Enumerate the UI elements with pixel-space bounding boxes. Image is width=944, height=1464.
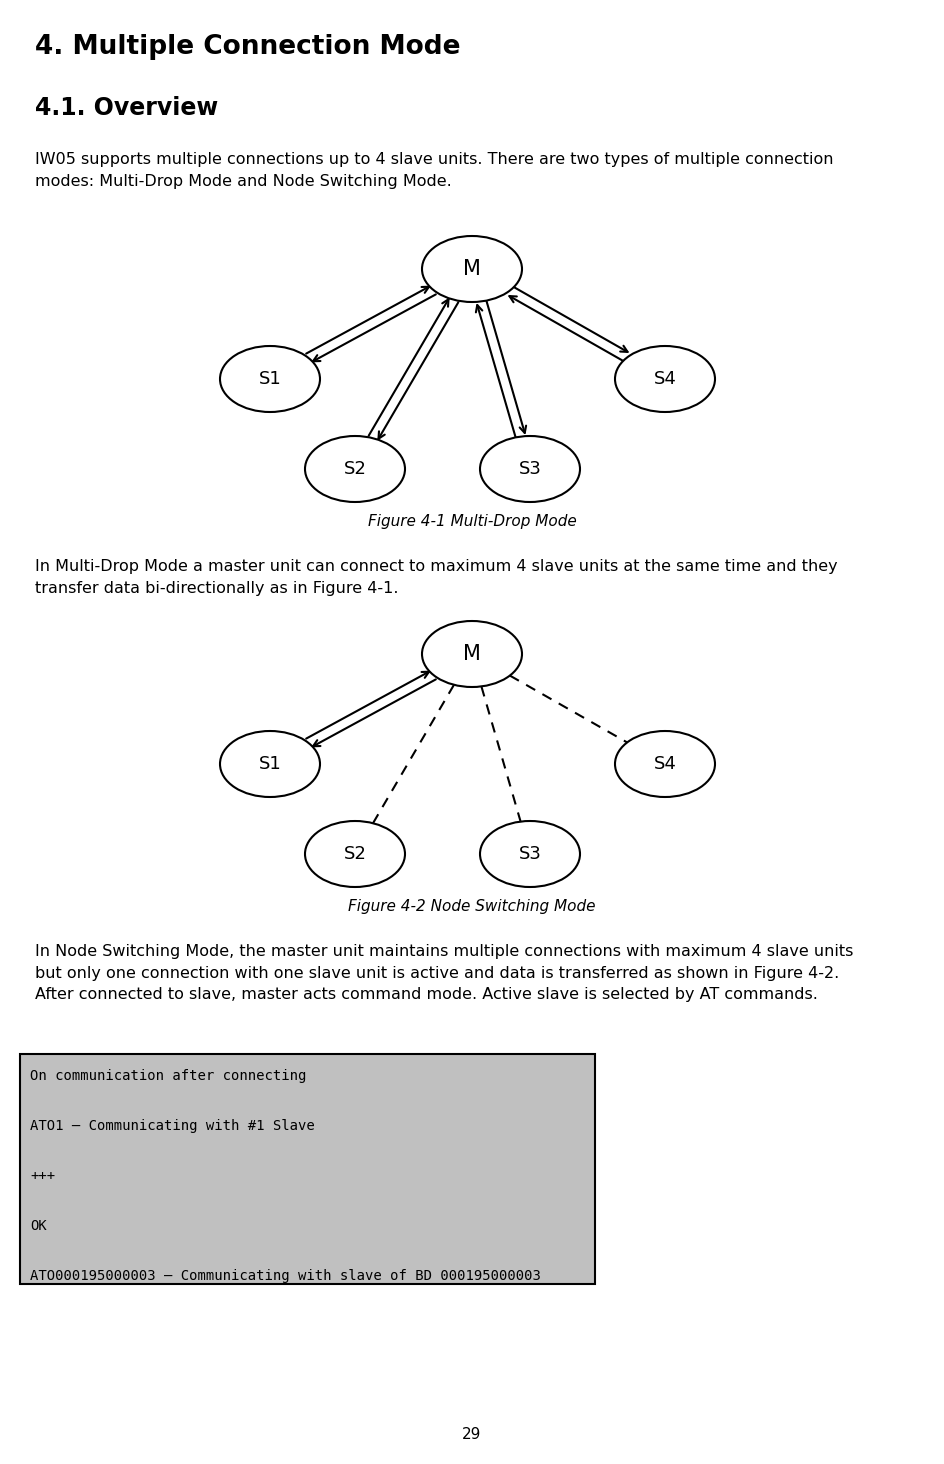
Text: S1: S1 [259, 370, 281, 388]
Text: ATO000195000003 – Communicating with slave of BD 000195000003: ATO000195000003 – Communicating with sla… [30, 1269, 541, 1282]
Text: Figure 4-1 Multi-Drop Mode: Figure 4-1 Multi-Drop Mode [367, 514, 577, 529]
Ellipse shape [220, 346, 320, 411]
Ellipse shape [220, 731, 320, 796]
Text: S4: S4 [653, 755, 677, 773]
Text: 29: 29 [463, 1427, 481, 1442]
Text: 4. Multiple Connection Mode: 4. Multiple Connection Mode [35, 34, 461, 60]
Text: S3: S3 [518, 460, 542, 479]
Ellipse shape [422, 236, 522, 302]
Text: In Node Switching Mode, the master unit maintains multiple connections with maxi: In Node Switching Mode, the master unit … [35, 944, 853, 1003]
Bar [20, 1054, 595, 1284]
Ellipse shape [615, 346, 715, 411]
Ellipse shape [305, 436, 405, 502]
Text: ATO1 – Communicating with #1 Slave: ATO1 – Communicating with #1 Slave [30, 1118, 314, 1133]
Text: M: M [464, 259, 480, 280]
Text: S1: S1 [259, 755, 281, 773]
Text: IW05 supports multiple connections up to 4 slave units. There are two types of m: IW05 supports multiple connections up to… [35, 152, 834, 189]
Text: 4.1. Overview: 4.1. Overview [35, 97, 218, 120]
Text: OK: OK [30, 1220, 47, 1233]
Ellipse shape [480, 821, 580, 887]
Text: S2: S2 [344, 460, 366, 479]
Text: S2: S2 [344, 845, 366, 862]
Text: S4: S4 [653, 370, 677, 388]
Text: On communication after connecting: On communication after connecting [30, 1069, 307, 1083]
Ellipse shape [480, 436, 580, 502]
Text: +++: +++ [30, 1168, 55, 1183]
Ellipse shape [615, 731, 715, 796]
Ellipse shape [305, 821, 405, 887]
Ellipse shape [422, 621, 522, 687]
Text: In Multi-Drop Mode a master unit can connect to maximum 4 slave units at the sam: In Multi-Drop Mode a master unit can con… [35, 559, 837, 596]
Text: Figure 4-2 Node Switching Mode: Figure 4-2 Node Switching Mode [348, 899, 596, 914]
Text: S3: S3 [518, 845, 542, 862]
Text: M: M [464, 644, 480, 665]
